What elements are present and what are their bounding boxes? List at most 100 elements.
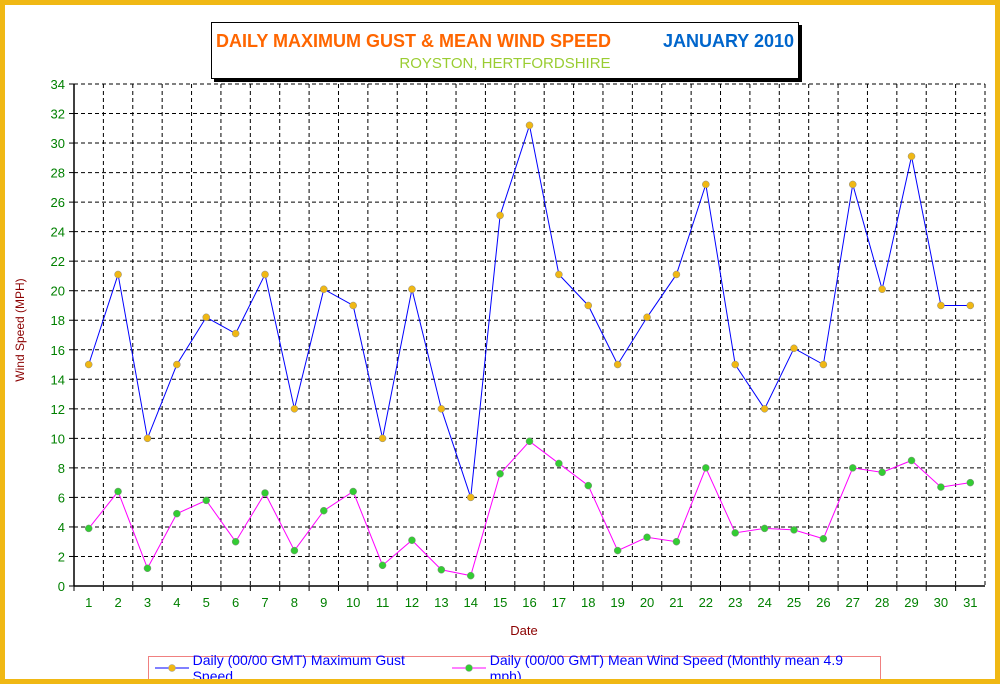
mean-data-point	[408, 536, 416, 544]
mean-data-point	[966, 478, 975, 487]
gust-data-point	[937, 301, 945, 310]
x-tick-label: 7	[261, 595, 268, 610]
x-tick-label: 21	[669, 595, 683, 610]
gust-data-point	[584, 301, 593, 310]
gust-data-point	[349, 301, 357, 310]
x-tick-label: 2	[114, 595, 121, 610]
legend-item-gust: Daily (00/00 GMT) Maximum Gust Speed	[155, 652, 446, 684]
gust-data-point	[114, 270, 122, 279]
mean-data-point	[84, 524, 93, 533]
mean-data-point	[849, 464, 857, 472]
mean-data-point	[290, 546, 299, 555]
x-tick-label: 27	[846, 595, 860, 610]
mean-data-point	[584, 481, 593, 490]
x-tick-label: 24	[757, 595, 771, 610]
mean-data-point	[261, 489, 269, 497]
gust-data-point	[878, 285, 886, 293]
y-tick-label: 24	[51, 225, 65, 240]
y-tick-label: 34	[51, 77, 65, 92]
gust-data-point	[702, 180, 710, 189]
mean-data-point	[760, 524, 769, 533]
x-tick-label: 1	[85, 595, 92, 610]
mean-data-point	[231, 537, 240, 546]
x-tick-label: 17	[552, 595, 566, 610]
mean-data-point	[937, 483, 945, 491]
gust-data-point	[290, 405, 299, 413]
y-tick-label: 18	[51, 313, 65, 328]
gust-data-point	[613, 360, 622, 369]
mean-data-point	[878, 468, 886, 477]
mean-data-point	[907, 456, 916, 465]
gust-data-point	[231, 329, 240, 338]
mean-data-point	[731, 529, 739, 537]
mean-data-point	[672, 537, 681, 546]
gust-data-point	[466, 493, 475, 502]
mean-data-point	[349, 487, 357, 496]
x-tick-label: 26	[816, 595, 830, 610]
gust-legend-marker-icon	[155, 664, 189, 672]
mean-data-point	[466, 571, 475, 580]
gust-data-point	[849, 180, 857, 189]
x-tick-label: 31	[963, 595, 977, 610]
mean-data-point	[143, 564, 152, 573]
mean-data-point	[202, 496, 210, 505]
y-tick-label: 16	[51, 343, 65, 358]
legend-label-mean: Daily (00/00 GMT) Mean Wind Speed (Month…	[489, 652, 843, 684]
y-tick-label: 30	[51, 136, 65, 151]
x-tick-label: 23	[728, 595, 742, 610]
mean-data-point	[613, 546, 622, 555]
x-tick-label: 22	[699, 595, 713, 610]
x-tick-label: 9	[320, 595, 327, 610]
legend-label-gust: Daily (00/00 GMT) Maximum Gust Speed	[192, 652, 405, 684]
x-tick-label: 30	[934, 595, 948, 610]
gust-data-point	[320, 285, 328, 293]
x-tick-label: 19	[610, 595, 624, 610]
y-tick-label: 22	[51, 254, 65, 269]
mean-data-point	[378, 561, 387, 570]
y-tick-label: 6	[58, 490, 65, 505]
x-tick-label: 16	[522, 595, 536, 610]
mean-data-point	[819, 535, 828, 543]
mean-data-point	[496, 470, 504, 478]
x-tick-label: 20	[640, 595, 654, 610]
x-tick-label: 10	[346, 595, 360, 610]
x-tick-label: 18	[581, 595, 595, 610]
mean-data-point	[555, 459, 563, 468]
y-tick-label: 10	[51, 431, 65, 446]
legend: Daily (00/00 GMT) Maximum Gust Speed Dai…	[148, 652, 881, 679]
y-axis-label: Wind Speed (MPH)	[13, 278, 27, 381]
gust-data-point	[643, 313, 651, 322]
mean-data-point	[525, 437, 534, 446]
title-box: DAILY MAXIMUM GUST & MEAN WIND SPEED JAN…	[211, 22, 799, 79]
gust-data-point	[437, 405, 446, 413]
chart-subtitle: ROYSTON, HERTFORDSHIRE	[399, 55, 611, 72]
x-tick-label: 15	[493, 595, 507, 610]
gust-data-point	[202, 313, 210, 322]
y-tick-label: 32	[51, 107, 65, 122]
x-axis-label: Date	[510, 623, 537, 638]
x-tick-label: 11	[376, 595, 390, 610]
gust-data-point	[525, 121, 534, 130]
x-tick-label: 8	[291, 595, 298, 610]
gust-data-point	[496, 211, 504, 220]
chart-period: JANUARY 2010	[662, 31, 794, 51]
x-tick-label: 12	[405, 595, 419, 610]
gust-data-point	[966, 301, 975, 310]
mean-data-point	[437, 566, 446, 574]
y-tick-label: 0	[58, 579, 65, 594]
gust-data-point	[173, 360, 181, 369]
gust-data-point	[790, 344, 798, 353]
gust-data-point	[760, 405, 769, 413]
x-tick-label: 29	[904, 595, 918, 610]
x-tick-label: 28	[875, 595, 889, 610]
gust-data-point	[143, 434, 152, 443]
mean-legend-marker-icon	[452, 664, 486, 672]
x-tick-label: 13	[434, 595, 448, 610]
y-tick-label: 14	[51, 372, 65, 387]
gust-data-point	[261, 270, 269, 279]
gust-data-point	[819, 360, 828, 369]
y-tick-label: 12	[51, 402, 65, 417]
mean-data-point	[114, 487, 122, 496]
